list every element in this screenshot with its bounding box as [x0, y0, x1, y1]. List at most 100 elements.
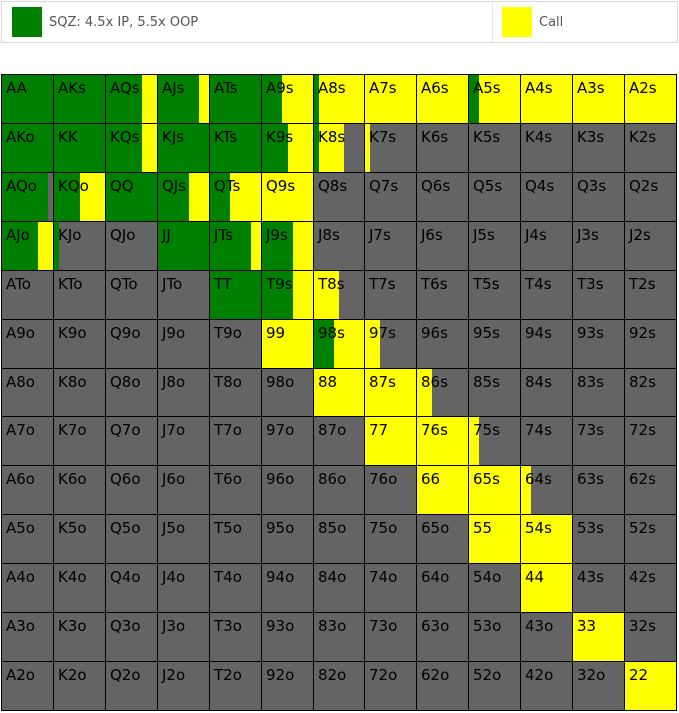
hand-cell[interactable]: Q9s: [262, 173, 314, 222]
hand-cell[interactable]: 92s: [625, 320, 677, 369]
hand-cell[interactable]: J5s: [469, 222, 521, 271]
hand-cell[interactable]: J2o: [158, 662, 210, 711]
legend-item-call[interactable]: Call: [492, 2, 563, 42]
hand-cell[interactable]: 32o: [573, 662, 625, 711]
hand-cell[interactable]: 95s: [469, 320, 521, 369]
hand-cell[interactable]: TT: [210, 271, 262, 320]
hand-cell[interactable]: KJs: [158, 124, 210, 173]
hand-cell[interactable]: 98s: [314, 320, 365, 369]
hand-cell[interactable]: K7o: [54, 417, 106, 466]
hand-cell[interactable]: 44: [521, 564, 573, 613]
hand-cell[interactable]: T7s: [365, 271, 417, 320]
hand-cell[interactable]: A5s: [469, 75, 521, 124]
hand-cell[interactable]: 87o: [314, 417, 365, 466]
hand-cell[interactable]: A4o: [2, 564, 54, 613]
hand-cell[interactable]: 87s: [365, 369, 417, 417]
hand-cell[interactable]: Q5o: [106, 515, 158, 564]
hand-cell[interactable]: 82s: [625, 369, 677, 417]
hand-cell[interactable]: K6s: [417, 124, 469, 173]
hand-cell[interactable]: T6o: [210, 466, 262, 515]
hand-cell[interactable]: 86s: [417, 369, 469, 417]
hand-cell[interactable]: Q3o: [106, 613, 158, 662]
hand-cell[interactable]: 76o: [365, 466, 417, 515]
hand-cell[interactable]: 75o: [365, 515, 417, 564]
hand-cell[interactable]: JTo: [158, 271, 210, 320]
hand-cell[interactable]: T2o: [210, 662, 262, 711]
hand-cell[interactable]: 64o: [417, 564, 469, 613]
hand-cell[interactable]: 53s: [573, 515, 625, 564]
hand-cell[interactable]: 63o: [417, 613, 469, 662]
hand-cell[interactable]: T6s: [417, 271, 469, 320]
hand-cell[interactable]: Q8o: [106, 369, 158, 417]
hand-cell[interactable]: T8s: [314, 271, 365, 320]
hand-cell[interactable]: 84o: [314, 564, 365, 613]
hand-cell[interactable]: QQ: [106, 173, 158, 222]
hand-cell[interactable]: QTo: [106, 271, 158, 320]
hand-cell[interactable]: 84s: [521, 369, 573, 417]
hand-cell[interactable]: K5o: [54, 515, 106, 564]
hand-cell[interactable]: J8s: [314, 222, 365, 271]
hand-cell[interactable]: J2s: [625, 222, 677, 271]
hand-cell[interactable]: 76s: [417, 417, 469, 466]
hand-cell[interactable]: J4s: [521, 222, 573, 271]
hand-cell[interactable]: K8o: [54, 369, 106, 417]
hand-cell[interactable]: 65o: [417, 515, 469, 564]
hand-cell[interactable]: 93o: [262, 613, 314, 662]
hand-cell[interactable]: 64s: [521, 466, 573, 515]
hand-cell[interactable]: A6o: [2, 466, 54, 515]
hand-cell[interactable]: 73s: [573, 417, 625, 466]
hand-cell[interactable]: J9s: [262, 222, 314, 271]
hand-cell[interactable]: K4o: [54, 564, 106, 613]
hand-cell[interactable]: A8o: [2, 369, 54, 417]
hand-cell[interactable]: 86o: [314, 466, 365, 515]
hand-cell[interactable]: T4o: [210, 564, 262, 613]
hand-cell[interactable]: Q5s: [469, 173, 521, 222]
hand-cell[interactable]: Q2o: [106, 662, 158, 711]
hand-cell[interactable]: 54o: [469, 564, 521, 613]
hand-cell[interactable]: 63s: [573, 466, 625, 515]
hand-cell[interactable]: J3o: [158, 613, 210, 662]
hand-cell[interactable]: T8o: [210, 369, 262, 417]
hand-cell[interactable]: AQo: [2, 173, 54, 222]
hand-cell[interactable]: 52o: [469, 662, 521, 711]
hand-cell[interactable]: AA: [2, 75, 54, 124]
hand-cell[interactable]: 97s: [365, 320, 417, 369]
hand-cell[interactable]: QJs: [158, 173, 210, 222]
hand-cell[interactable]: J7s: [365, 222, 417, 271]
hand-cell[interactable]: Q6o: [106, 466, 158, 515]
hand-cell[interactable]: 42s: [625, 564, 677, 613]
hand-cell[interactable]: QJo: [106, 222, 158, 271]
hand-cell[interactable]: A7s: [365, 75, 417, 124]
hand-cell[interactable]: 98o: [262, 369, 314, 417]
hand-cell[interactable]: 85o: [314, 515, 365, 564]
hand-cell[interactable]: 22: [625, 662, 677, 711]
hand-cell[interactable]: 65s: [469, 466, 521, 515]
hand-cell[interactable]: 93s: [573, 320, 625, 369]
hand-cell[interactable]: 72o: [365, 662, 417, 711]
hand-cell[interactable]: AQs: [106, 75, 158, 124]
hand-cell[interactable]: A9s: [262, 75, 314, 124]
hand-cell[interactable]: T5o: [210, 515, 262, 564]
hand-cell[interactable]: A5o: [2, 515, 54, 564]
hand-cell[interactable]: QTs: [210, 173, 262, 222]
hand-cell[interactable]: 52s: [625, 515, 677, 564]
hand-cell[interactable]: A3o: [2, 613, 54, 662]
hand-cell[interactable]: T2s: [625, 271, 677, 320]
hand-cell[interactable]: K8s: [314, 124, 365, 173]
hand-cell[interactable]: K7s: [365, 124, 417, 173]
hand-cell[interactable]: K9s: [262, 124, 314, 173]
hand-cell[interactable]: KTs: [210, 124, 262, 173]
hand-cell[interactable]: 99: [262, 320, 314, 369]
hand-cell[interactable]: 77: [365, 417, 417, 466]
hand-cell[interactable]: J6o: [158, 466, 210, 515]
hand-cell[interactable]: 94s: [521, 320, 573, 369]
hand-cell[interactable]: 74o: [365, 564, 417, 613]
hand-cell[interactable]: 72s: [625, 417, 677, 466]
hand-cell[interactable]: K6o: [54, 466, 106, 515]
hand-cell[interactable]: Q9o: [106, 320, 158, 369]
hand-cell[interactable]: A2o: [2, 662, 54, 711]
hand-cell[interactable]: AJo: [2, 222, 54, 271]
hand-cell[interactable]: JTs: [210, 222, 262, 271]
hand-cell[interactable]: T5s: [469, 271, 521, 320]
hand-cell[interactable]: KQo: [54, 173, 106, 222]
